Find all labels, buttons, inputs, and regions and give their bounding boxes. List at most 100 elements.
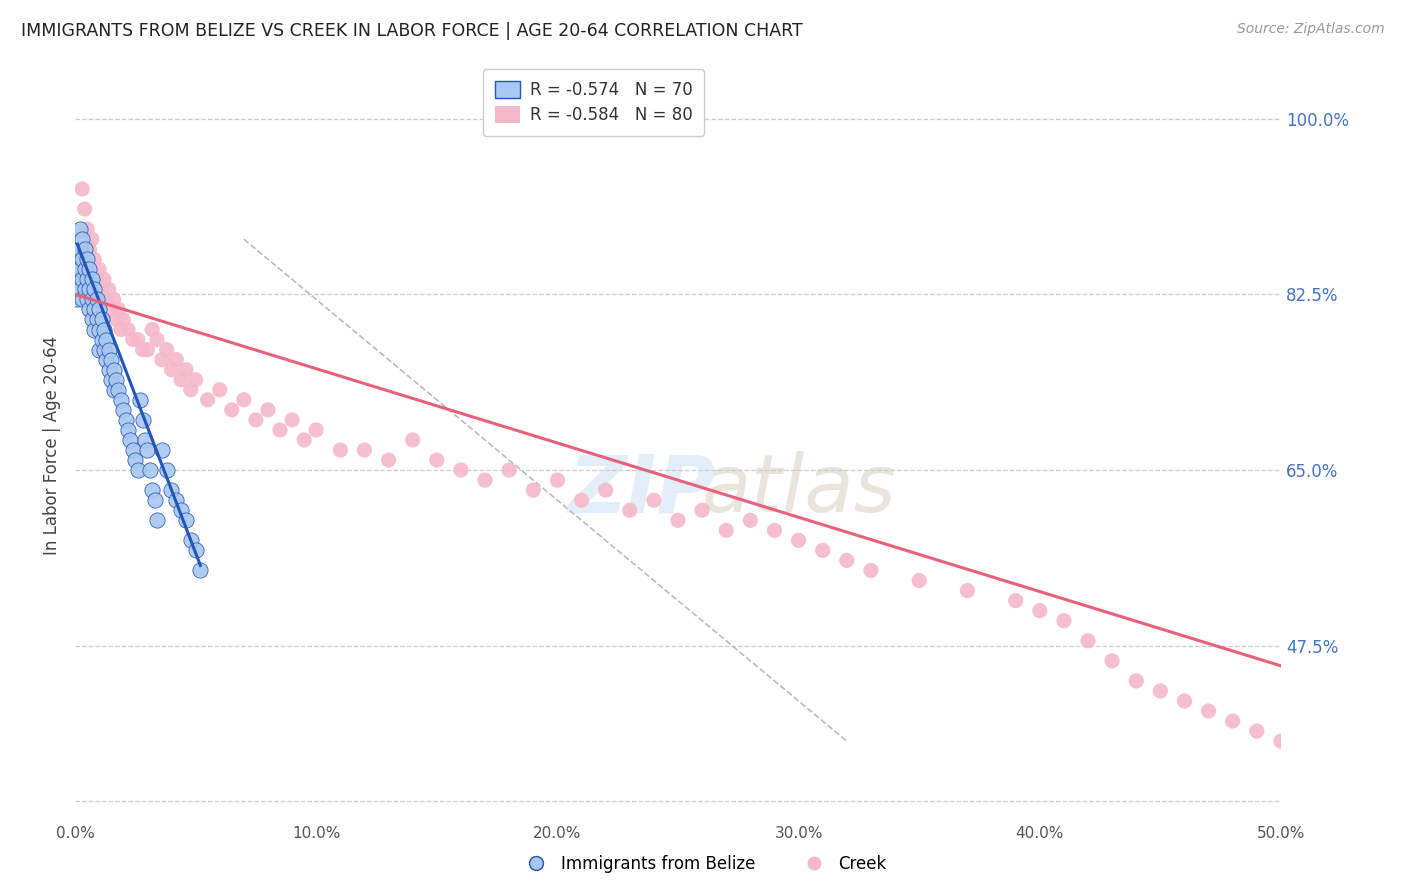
Point: [80, 232, 103, 246]
Point: [1077, 633, 1099, 648]
Text: Source: ZipAtlas.com: Source: ZipAtlas.com: [1237, 22, 1385, 37]
Point: [221, 402, 243, 417]
Point: [1173, 694, 1195, 708]
Point: [90, 312, 112, 326]
Point: [134, 433, 156, 447]
Point: [73, 202, 96, 216]
Point: [76, 272, 98, 286]
Point: [117, 322, 139, 336]
Point: [160, 362, 183, 376]
Point: [281, 413, 304, 427]
Point: [89, 322, 111, 336]
Point: [1125, 673, 1147, 688]
Point: [1270, 734, 1292, 748]
Point: [69, 242, 91, 256]
Point: [690, 503, 713, 517]
Point: [83, 322, 105, 336]
Point: [174, 362, 197, 376]
Point: [100, 302, 122, 317]
Point: [100, 352, 122, 367]
Point: [120, 433, 142, 447]
Point: [1004, 593, 1026, 607]
Point: [96, 333, 118, 347]
Point: [165, 352, 187, 367]
Point: [174, 513, 197, 527]
Point: [136, 442, 159, 457]
Point: [107, 383, 129, 397]
Point: [103, 293, 125, 307]
Point: [150, 352, 173, 367]
Point: [69, 282, 91, 296]
Point: [136, 343, 159, 357]
Point: [89, 343, 111, 357]
Point: [184, 373, 207, 387]
Point: [859, 564, 882, 578]
Point: [787, 533, 810, 548]
Point: [156, 343, 179, 357]
Point: [1053, 614, 1076, 628]
Point: [83, 302, 105, 317]
Point: [835, 553, 858, 567]
Point: [180, 533, 202, 548]
Point: [1149, 684, 1171, 698]
Point: [97, 282, 120, 296]
Point: [122, 333, 145, 347]
Point: [76, 293, 98, 307]
Point: [110, 392, 132, 407]
Point: [66, 293, 89, 307]
Point: [90, 282, 112, 296]
Point: [73, 262, 96, 277]
Point: [763, 524, 786, 538]
Point: [377, 453, 399, 467]
Point: [908, 574, 931, 588]
Point: [73, 242, 96, 256]
Point: [93, 322, 115, 336]
Point: [100, 373, 122, 387]
Point: [80, 312, 103, 326]
Point: [122, 442, 145, 457]
Point: [70, 252, 93, 267]
Point: [522, 483, 544, 498]
Point: [83, 282, 105, 296]
Point: [141, 322, 163, 336]
Point: [474, 473, 496, 487]
Point: [107, 302, 129, 317]
Point: [129, 392, 152, 407]
Point: [93, 343, 115, 357]
Point: [257, 402, 280, 417]
Point: [1246, 724, 1268, 739]
Point: [103, 383, 125, 397]
Point: [160, 483, 183, 498]
Point: [66, 252, 89, 267]
Point: [112, 312, 135, 326]
Point: [619, 503, 641, 517]
Point: [232, 392, 254, 407]
Point: [80, 293, 103, 307]
Point: [69, 262, 91, 277]
Point: [79, 242, 101, 256]
Point: [716, 524, 738, 538]
Point: [73, 282, 96, 296]
Point: [80, 272, 103, 286]
Point: [666, 513, 689, 527]
Point: [79, 262, 101, 277]
Point: [498, 463, 520, 477]
Point: [208, 383, 231, 397]
Point: [546, 473, 568, 487]
Legend: R = -0.574   N = 70, R = -0.584   N = 80: R = -0.574 N = 70, R = -0.584 N = 80: [484, 70, 704, 136]
Point: [127, 333, 149, 347]
Point: [571, 493, 593, 508]
Point: [127, 463, 149, 477]
Point: [150, 442, 173, 457]
Point: [70, 182, 93, 196]
Point: [146, 513, 169, 527]
Point: [146, 333, 169, 347]
Point: [93, 272, 115, 286]
Point: [83, 252, 105, 267]
Y-axis label: In Labor Force | Age 20-64: In Labor Force | Age 20-64: [44, 335, 60, 555]
Point: [143, 493, 166, 508]
Point: [184, 543, 207, 558]
Point: [170, 373, 193, 387]
Text: IMMIGRANTS FROM BELIZE VS CREEK IN LABOR FORCE | AGE 20-64 CORRELATION CHART: IMMIGRANTS FROM BELIZE VS CREEK IN LABOR…: [21, 22, 803, 40]
Point: [117, 423, 139, 437]
